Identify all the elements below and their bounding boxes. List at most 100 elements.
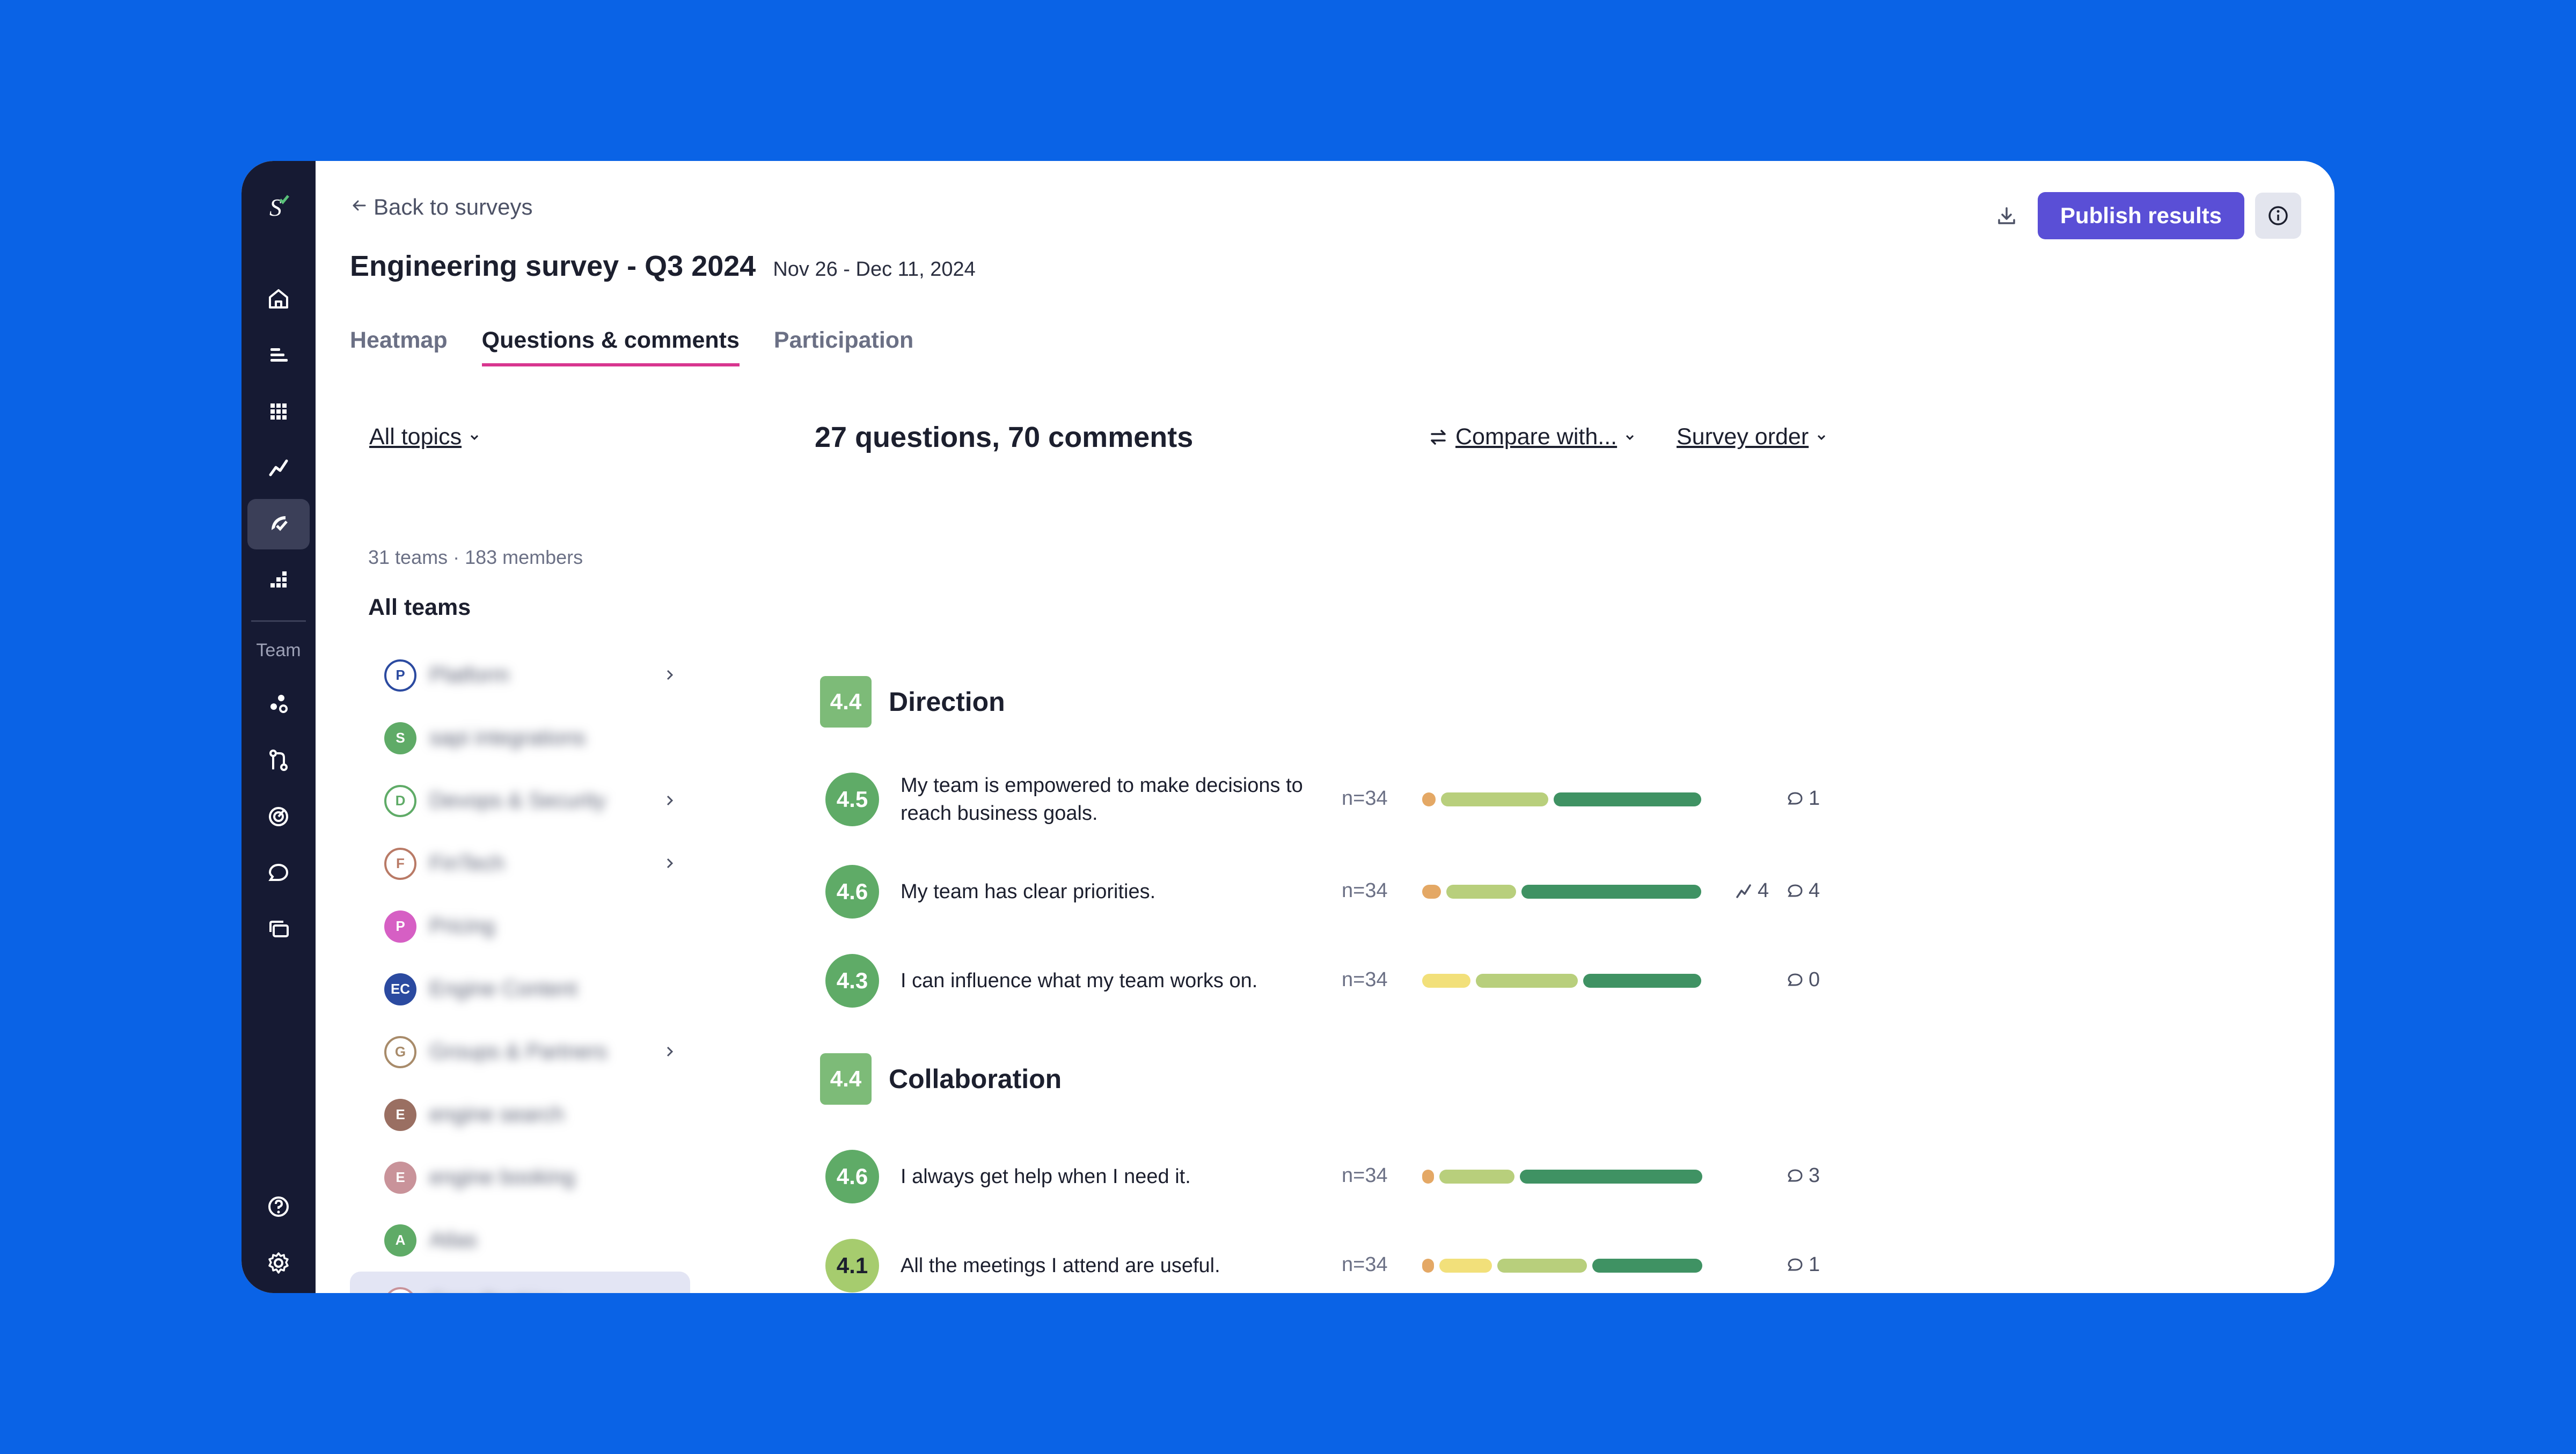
survey-dates: Nov 26 - Dec 11, 2024 (773, 258, 976, 281)
tab-bar: Heatmap Questions & comments Participati… (350, 327, 913, 366)
bars-icon[interactable] (260, 561, 297, 598)
logo-icon[interactable]: S (260, 188, 297, 225)
chevron-down-icon (471, 435, 479, 440)
chevron-right-icon[interactable] (660, 1042, 679, 1061)
question-score: 4.5 (825, 773, 879, 826)
distribution-segment (1422, 974, 1470, 988)
score-distribution-bar (1422, 1170, 1702, 1184)
topic-title: Direction (889, 687, 1005, 717)
trend-icon[interactable] (260, 449, 297, 487)
question-text: I always get help when I need it. (901, 1165, 1191, 1188)
distribution-segment (1422, 885, 1441, 899)
team-list-item[interactable]: D Devops & Security (350, 769, 690, 832)
trend-indicator[interactable]: 4 (1734, 879, 1769, 902)
team-avatar: E (384, 1098, 416, 1131)
comment-count-value: 1 (1809, 1253, 1820, 1276)
trend-value: 4 (1758, 879, 1769, 902)
survey-icon[interactable] (247, 499, 310, 549)
comment-count[interactable]: 1 (1786, 1253, 1820, 1276)
distribution-segment (1422, 1170, 1434, 1184)
trend-icon (1736, 884, 1751, 898)
sort-dropdown[interactable]: Survey order (1677, 424, 1828, 450)
all-teams-heading[interactable]: All teams (368, 594, 471, 620)
team-list-item[interactable]: G Groups & Partners (350, 1020, 690, 1083)
comment-count[interactable]: 3 (1786, 1164, 1820, 1187)
topic-header[interactable]: 4.4 Direction (820, 676, 1005, 728)
comment-count[interactable]: 1 (1786, 787, 1820, 810)
comment-count-value: 3 (1809, 1164, 1820, 1187)
chevron-right-icon[interactable] (660, 854, 679, 873)
cards-icon[interactable] (260, 910, 297, 948)
team-name: engine booking (429, 1165, 575, 1189)
team-icon[interactable] (260, 685, 297, 723)
comment-count[interactable]: 4 (1786, 879, 1820, 902)
comment-count[interactable]: 0 (1786, 968, 1820, 992)
response-count: n=34 (1342, 1253, 1388, 1276)
chevron-right-icon[interactable] (660, 665, 679, 685)
distribution-segment (1476, 974, 1578, 988)
settings-icon[interactable] (260, 1244, 297, 1282)
team-avatar: F (384, 847, 416, 880)
distribution-segment (1439, 1170, 1514, 1184)
home-icon[interactable] (260, 280, 297, 318)
back-link[interactable]: Back to surveys (350, 194, 532, 220)
tab-participation[interactable]: Participation (773, 327, 914, 353)
download-button[interactable] (1986, 195, 2027, 236)
comment-count-value: 0 (1809, 968, 1820, 991)
team-name: Pricing (429, 914, 495, 938)
help-icon[interactable] (260, 1188, 297, 1225)
question-score: 4.6 (825, 865, 879, 919)
team-list-item[interactable]: P Platform (350, 644, 690, 707)
score-distribution-bar (1422, 974, 1701, 988)
topic-header[interactable]: 4.4 Collaboration (820, 1053, 1062, 1105)
team-list-item[interactable]: F FinTech (350, 832, 690, 895)
question-row[interactable]: 4.6 My team has clear priorities. n=34 4 4 (825, 862, 1845, 921)
team-list-item[interactable]: C Core Booking (350, 1272, 690, 1293)
team-avatar: A (384, 1224, 416, 1257)
target-icon[interactable] (260, 798, 297, 835)
distribution-segment (1497, 1259, 1587, 1273)
chevron-right-icon[interactable] (660, 791, 679, 810)
team-name: Platform (429, 663, 509, 687)
list-icon[interactable] (260, 336, 297, 374)
branch-icon[interactable] (260, 741, 297, 779)
nav-team-label: Team (256, 640, 301, 660)
question-row[interactable]: 4.6 I always get help when I need it. n=34… (825, 1147, 1845, 1206)
comment-icon (1788, 1169, 1803, 1181)
distribution-segment (1422, 792, 1436, 806)
question-text: My team has clear priorities. (901, 880, 1156, 903)
topic-score-badge: 4.4 (820, 1053, 872, 1105)
compare-with-dropdown[interactable]: Compare with... (1428, 424, 1636, 450)
questions-summary: 27 questions, 70 comments (815, 421, 1194, 453)
header-actions: Publish results (1986, 192, 2301, 239)
question-text: All the meetings I attend are useful. (901, 1254, 1220, 1277)
chevron-down-icon (1818, 435, 1826, 440)
info-button[interactable] (2255, 193, 2301, 239)
team-list-item[interactable]: A Atlas (350, 1209, 690, 1272)
distribution-segment (1592, 1259, 1703, 1273)
topics-filter[interactable]: All topics (369, 424, 481, 450)
team-list-item[interactable]: EC Engine Content (350, 958, 690, 1020)
question-row[interactable]: 4.3 I can influence what my team works on… (825, 951, 1845, 1010)
question-row[interactable]: 4.1 All the meetings I attend are useful.… (825, 1236, 1845, 1293)
question-score: 4.6 (825, 1150, 879, 1203)
distribution-segment (1439, 1259, 1492, 1273)
tab-questions-comments[interactable]: Questions & comments (481, 327, 740, 366)
response-count: n=34 (1342, 879, 1388, 902)
grid-icon[interactable] (260, 393, 297, 430)
question-row[interactable]: 4.5 My team is empowered to make decision… (825, 770, 1845, 829)
response-count: n=34 (1342, 787, 1388, 810)
team-name: Devops & Security (429, 789, 606, 812)
team-name: Atlas (429, 1228, 477, 1252)
publish-results-button[interactable]: Publish results (2037, 192, 2244, 239)
team-avatar: D (384, 784, 416, 817)
question-text: I can influence what my team works on. (901, 970, 1258, 992)
tab-heatmap[interactable]: Heatmap (350, 327, 448, 353)
distribution-segment (1520, 1170, 1702, 1184)
team-list-item[interactable]: P Pricing (350, 895, 690, 958)
chat-icon[interactable] (260, 854, 297, 892)
